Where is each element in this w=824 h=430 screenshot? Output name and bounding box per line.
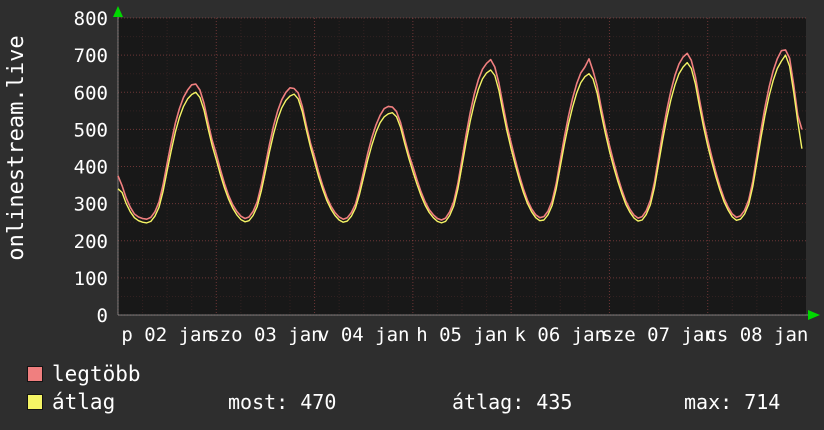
stat-atlag-value: 435 bbox=[536, 390, 573, 414]
x-tick-label: k 06 jan bbox=[515, 324, 607, 346]
y-tick-label: 700 bbox=[74, 45, 108, 67]
stat-most-label: most: bbox=[228, 390, 289, 414]
y-tick-label: 0 bbox=[97, 305, 108, 327]
x-tick-label: cs 08 jan bbox=[705, 324, 808, 346]
y-tick-label: 800 bbox=[74, 8, 108, 30]
x-tick-label: h 05 jan bbox=[416, 324, 508, 346]
x-tick-label: szo 03 jan bbox=[208, 324, 322, 346]
stat-max-label: max: bbox=[684, 390, 733, 414]
y-tick-label: 300 bbox=[74, 194, 108, 216]
y-tick-label: 600 bbox=[74, 82, 108, 104]
stat-most-value: 470 bbox=[300, 390, 337, 414]
x-axis-arrow-icon bbox=[808, 310, 820, 320]
legend-swatch-atlag bbox=[27, 394, 43, 410]
y-tick-label: 100 bbox=[74, 268, 108, 290]
y-tick-label: 200 bbox=[74, 231, 108, 253]
series-legtobb bbox=[117, 49, 803, 221]
stat-max: max: 714 bbox=[684, 390, 780, 414]
stat-most: most: 470 bbox=[228, 390, 336, 414]
x-tick-label: sze 07 jan bbox=[601, 324, 715, 346]
stat-atlag: átlag: 435 bbox=[452, 390, 572, 414]
stat-atlag-label: átlag: bbox=[452, 390, 525, 414]
y-tick-label: 400 bbox=[74, 157, 108, 179]
x-tick-label: p 02 jan bbox=[121, 324, 213, 346]
legend-swatch-legtobb bbox=[27, 366, 43, 382]
legend-item-legtobb: legtöbb bbox=[27, 362, 141, 386]
y-tick-label: 500 bbox=[74, 119, 108, 141]
x-tick-label: v 04 jan bbox=[318, 324, 410, 346]
legend-label-atlag: átlag bbox=[52, 390, 116, 414]
y-axis-arrow-icon bbox=[113, 6, 123, 17]
series-atlag bbox=[117, 54, 803, 224]
stat-max-value: 714 bbox=[744, 390, 781, 414]
legend-label-legtobb: legtöbb bbox=[52, 362, 141, 386]
legend-item-atlag: átlag bbox=[27, 390, 116, 414]
vertical-axis-title: onlinestream.live bbox=[4, 35, 29, 261]
